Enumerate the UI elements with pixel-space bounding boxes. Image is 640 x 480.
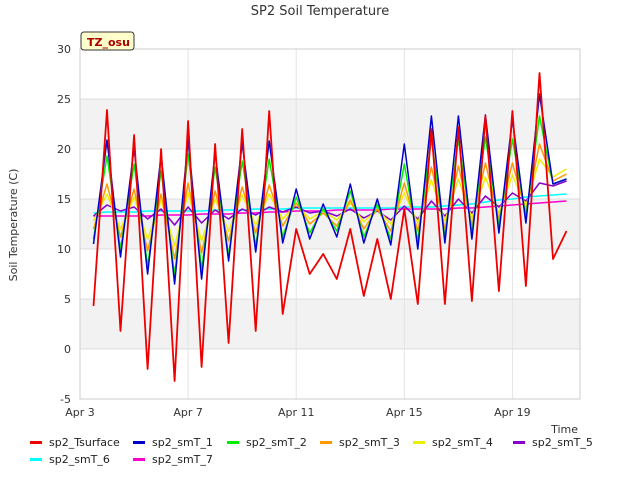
legend-label: sp2_Tsurface bbox=[49, 436, 120, 449]
annotation-box bbox=[80, 31, 135, 51]
legend-swatch bbox=[320, 441, 332, 444]
x-tick-label: Apr 3 bbox=[65, 406, 95, 419]
legend-label: sp2_smT_7 bbox=[152, 453, 213, 466]
legend-swatch bbox=[227, 441, 239, 444]
legend-label: sp2_smT_4 bbox=[432, 436, 493, 449]
legend-swatch bbox=[133, 458, 145, 461]
legend-swatch bbox=[413, 441, 425, 444]
x-tick-label: Apr 19 bbox=[494, 406, 531, 419]
legend-item: sp2_smT_2 bbox=[227, 436, 307, 449]
legend-label: sp2_smT_6 bbox=[49, 453, 110, 466]
background-bands bbox=[80, 99, 580, 349]
series-line-sp2-smt-5 bbox=[93, 180, 567, 226]
legend-item: sp2_smT_1 bbox=[133, 436, 213, 449]
y-tick-label: 20 bbox=[57, 143, 71, 156]
series-line-sp2-smt-7 bbox=[93, 200, 567, 217]
legend-item: sp2_smT_4 bbox=[413, 436, 493, 449]
legend-item: sp2_smT_7 bbox=[133, 453, 213, 466]
series-line-sp2-tsurface bbox=[92, 72, 568, 382]
x-axis-label: Time bbox=[550, 423, 578, 436]
series-layer bbox=[92, 72, 568, 382]
legend-swatch bbox=[30, 441, 42, 444]
legend-item: sp2_Tsurface bbox=[30, 436, 120, 449]
legend-label: sp2_smT_2 bbox=[246, 436, 307, 449]
x-tick-label: Apr 11 bbox=[278, 406, 315, 419]
legend-item: sp2_smT_5 bbox=[513, 436, 593, 449]
legend-swatch bbox=[133, 441, 145, 444]
background-band bbox=[80, 99, 580, 149]
legend-item: sp2_smT_3 bbox=[320, 436, 400, 449]
legend-swatch bbox=[30, 458, 42, 461]
y-tick-label: -5 bbox=[60, 393, 71, 406]
y-tick-labels: -5 0 5 10 15 20 25 30 bbox=[57, 43, 71, 406]
legend-row: sp2_smT_6 sp2_smT_7 bbox=[30, 453, 630, 470]
y-tick-label: 5 bbox=[64, 293, 71, 306]
y-tick-label: 15 bbox=[57, 193, 71, 206]
y-tick-label: 25 bbox=[57, 93, 71, 106]
legend-row: sp2_Tsurface sp2_smT_1 sp2_smT_2 sp2_smT_3 s… bbox=[30, 436, 630, 453]
chart-title: SP2 Soil Temperature bbox=[251, 4, 389, 19]
series-line-sp2-smt-6 bbox=[93, 193, 567, 214]
legend: sp2_Tsurface sp2_smT_1 sp2_smT_2 sp2_smT_3 s… bbox=[30, 436, 630, 470]
annotation-label: TZ_osu bbox=[87, 36, 130, 49]
legend-label: sp2_smT_1 bbox=[152, 436, 213, 449]
x-tick-labels: Apr 3 Apr 7 Apr 11 Apr 15 Apr 19 bbox=[65, 406, 530, 419]
y-axis-label: Soil Temperature (C) bbox=[7, 169, 20, 282]
x-tick-label: Apr 15 bbox=[386, 406, 423, 419]
background-band bbox=[80, 299, 580, 349]
legend-label: sp2_smT_5 bbox=[532, 436, 593, 449]
y-tick-label: 30 bbox=[57, 43, 71, 56]
y-tick-label: 0 bbox=[64, 343, 71, 356]
legend-label: sp2_smT_3 bbox=[339, 436, 400, 449]
series-line-sp2-smt-4 bbox=[92, 158, 567, 247]
plot-frame bbox=[79, 48, 581, 400]
legend-item: sp2_smT_6 bbox=[30, 453, 110, 466]
x-tick-label: Apr 7 bbox=[173, 406, 203, 419]
y-tick-label: 10 bbox=[57, 243, 71, 256]
legend-swatch bbox=[513, 441, 525, 444]
annotation-badge: TZ_osu bbox=[80, 31, 135, 51]
